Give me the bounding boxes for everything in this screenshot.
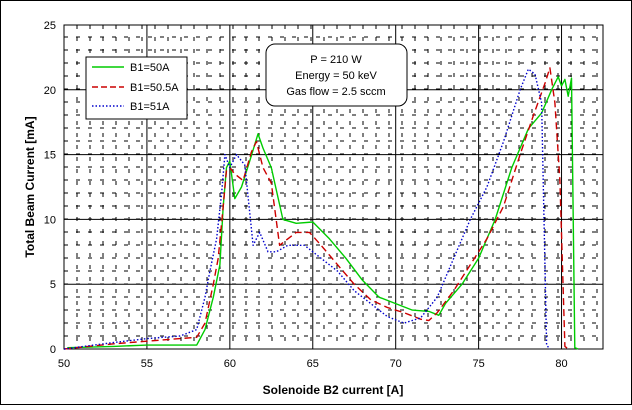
series-line-1: [67, 76, 579, 350]
annotation-power: P = 210 W: [310, 54, 362, 66]
x-tick-label: 55: [141, 358, 153, 370]
x-tick-label: 75: [472, 358, 484, 370]
y-tick-label: 20: [44, 85, 56, 97]
x-axis-label: Solenoide B2 current [A]: [263, 383, 404, 397]
annotation-energy: Energy = 50 keV: [295, 70, 377, 82]
y-tick-label: 5: [50, 279, 56, 291]
series-line-3: [63, 68, 551, 350]
legend-label-b1-51a: B1=51A: [130, 101, 170, 113]
y-tick-label: 15: [44, 150, 56, 162]
plot-frame: [63, 24, 604, 350]
y-tick-label: 0: [50, 344, 56, 356]
x-tick-label: 70: [390, 358, 402, 370]
annotation-frame: [265, 43, 408, 107]
legend: B1=50A B1=50.5A B1=51A: [85, 56, 188, 120]
legend-label-b1-50a: B1=50A: [130, 62, 170, 74]
x-tick-label: 50: [58, 358, 70, 370]
x-tick-label: 65: [307, 358, 319, 370]
y-axis-label: Total Beam Current [mA]: [23, 116, 37, 257]
x-tick-label: 80: [555, 358, 567, 370]
y-tick-label: 25: [44, 20, 56, 32]
tick-labels: 50 55 60 65 70 75 80 0 5 10 15 20 25: [44, 20, 568, 370]
series-layer: [63, 67, 579, 350]
legend-label-b1-50-5a: B1=50.5A: [130, 82, 179, 94]
annotation-gas-flow: Gas flow = 2.5 sccm: [286, 86, 385, 98]
y-tick-label: 10: [44, 214, 56, 226]
x-tick-label: 60: [224, 358, 236, 370]
annotation-box: P = 210 W Energy = 50 keV Gas flow = 2.5…: [265, 43, 408, 107]
